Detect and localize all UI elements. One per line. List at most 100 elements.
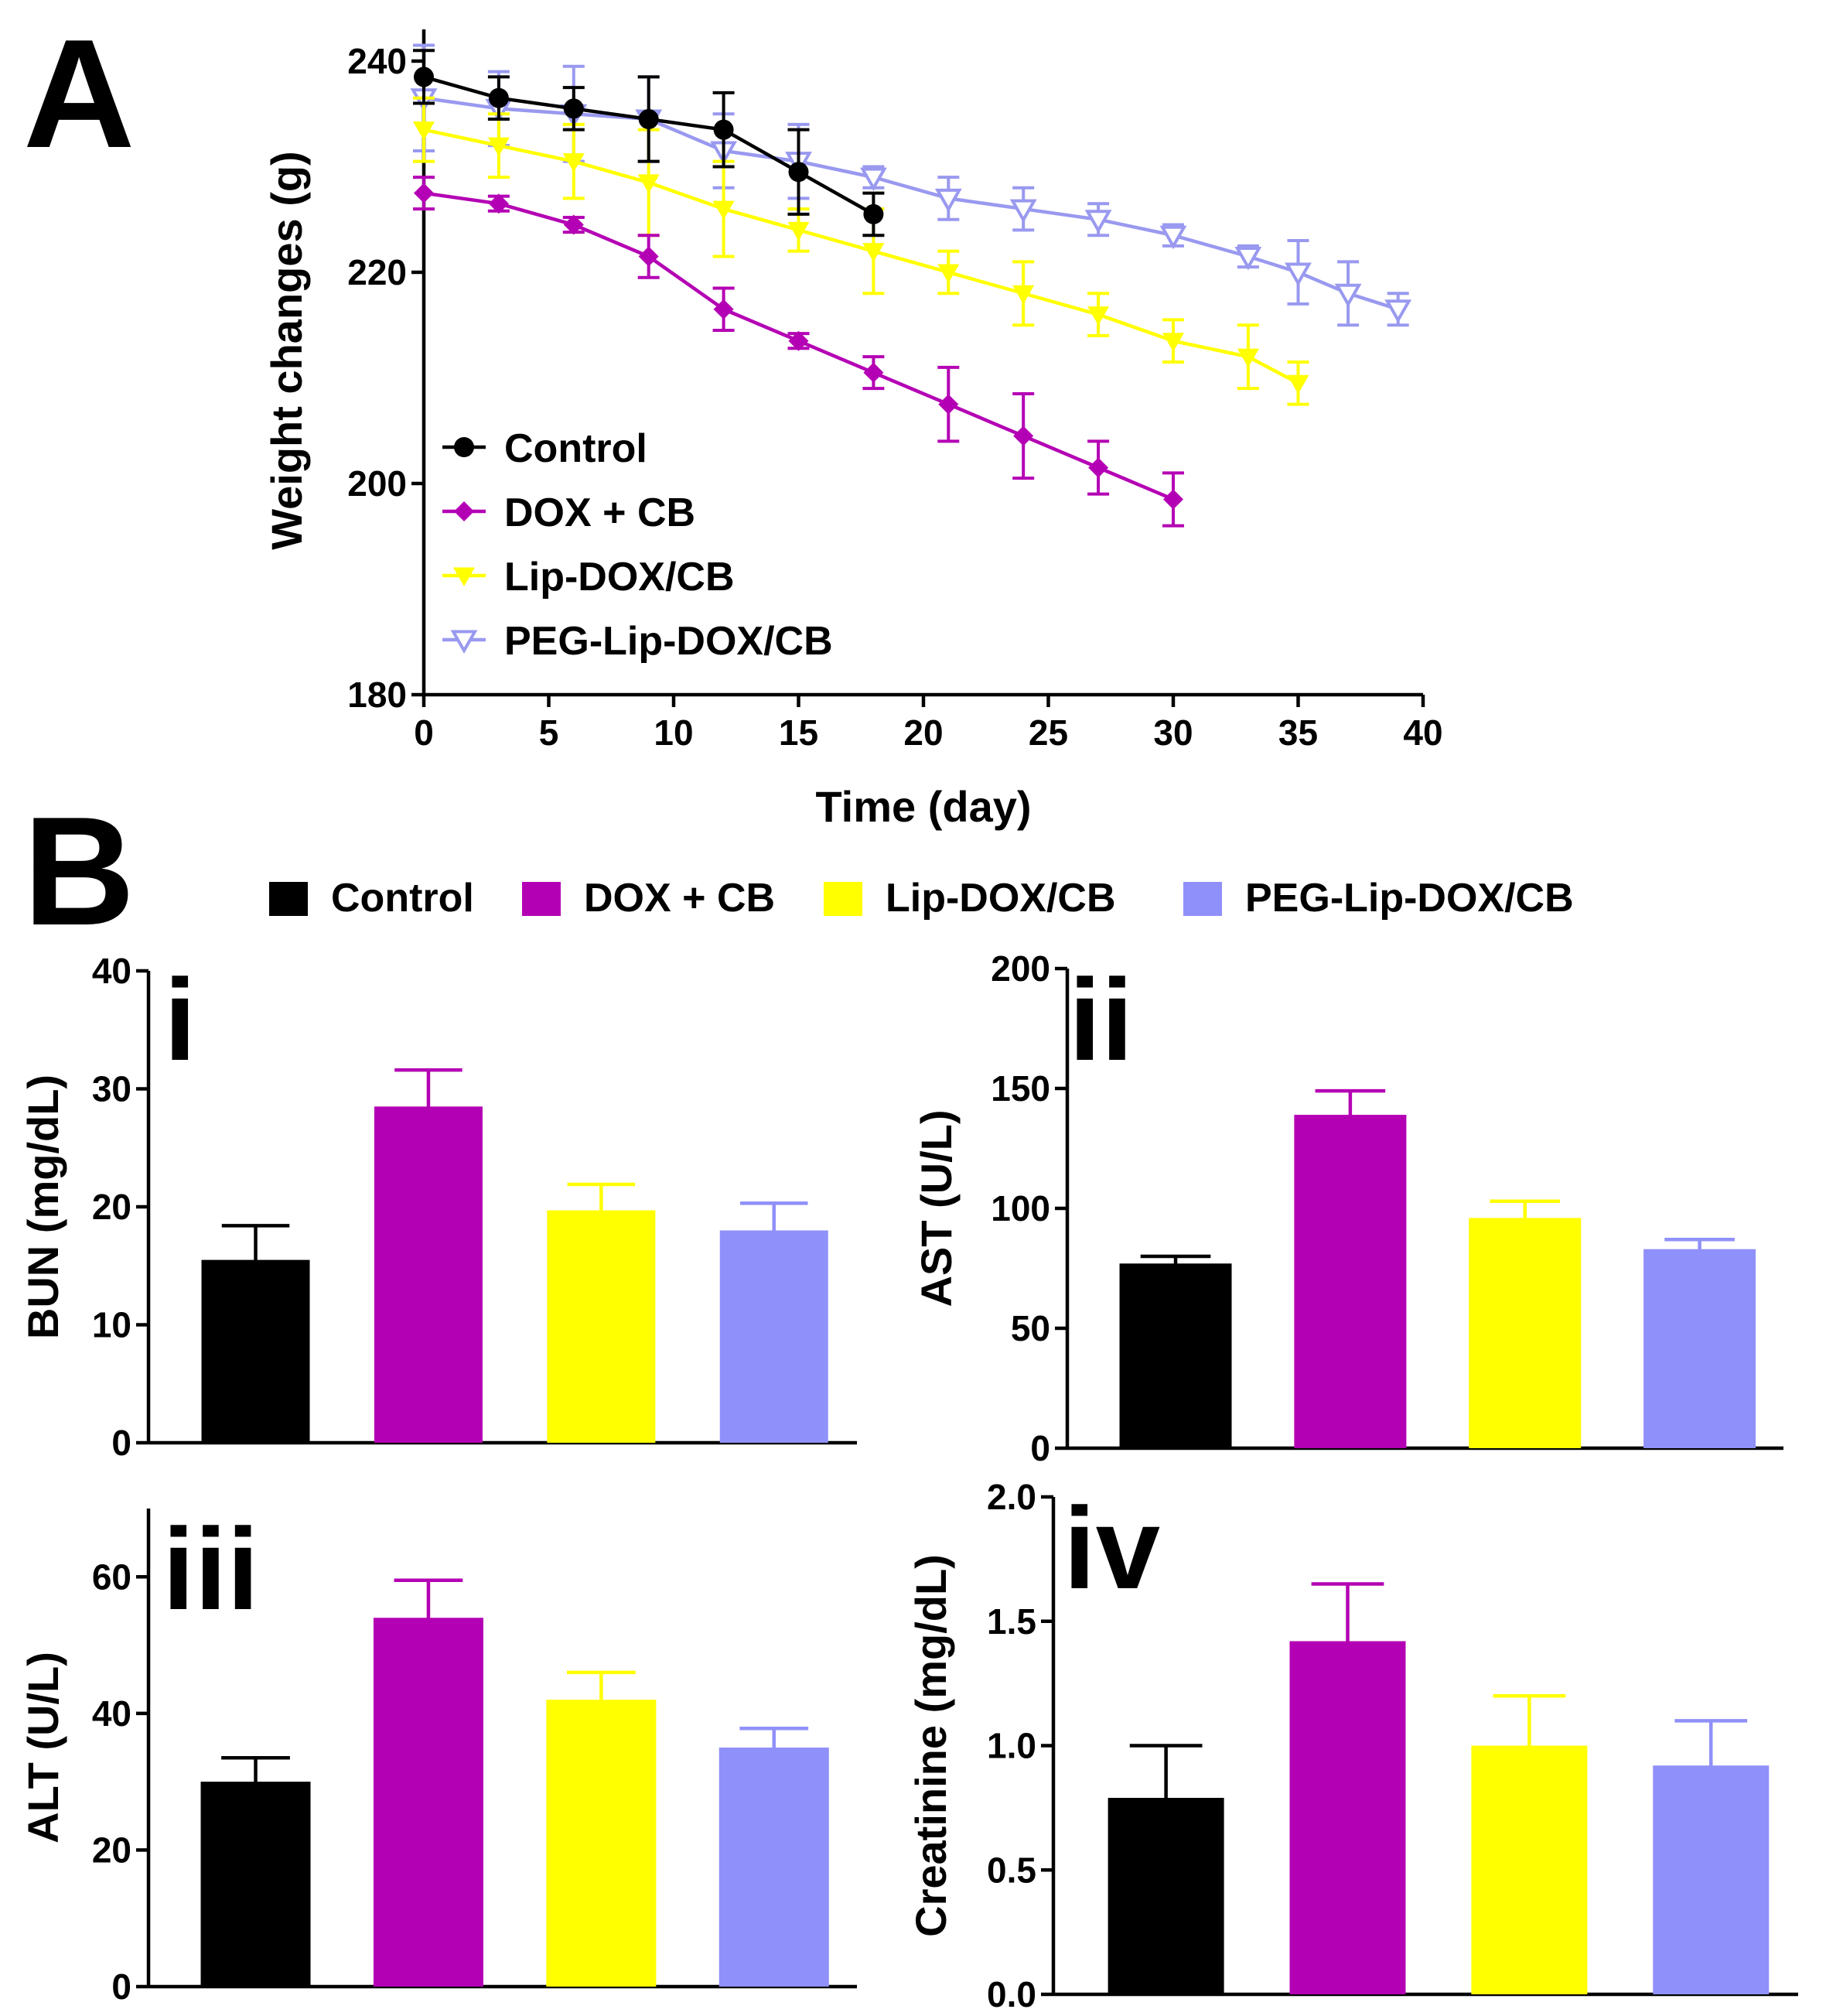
legend-label: Control: [504, 426, 647, 471]
y-tick-label: 0: [111, 1966, 131, 2007]
y-axis-title: BUN (mg/dL): [19, 1075, 67, 1339]
bar-group-dox-cb: [374, 1068, 483, 1443]
y-tick-label: 240: [347, 41, 407, 81]
y-tick-label: 1.5: [987, 1601, 1036, 1642]
x-tick-label: 0: [414, 712, 434, 753]
y-tick-label: 100: [991, 1188, 1050, 1228]
bar: [719, 1230, 828, 1443]
x-tick-label: 20: [903, 712, 943, 753]
bar: [1294, 1115, 1407, 1448]
y-tick-label: 60: [92, 1556, 131, 1597]
data-point: [1234, 246, 1262, 271]
legend-item-peg-lip-dox-cb: PEG-Lip-DOX/CB: [442, 619, 833, 664]
legend-swatch: [522, 882, 561, 916]
bar-group-control: [1119, 1254, 1232, 1448]
legend-item-peg-lip-dox-cb: PEG-Lip-DOX/CB: [1183, 876, 1574, 921]
bar-chart-bun-mg-dl: 0 10 20 30 40 BUN (mg/dL) i: [19, 951, 857, 1463]
y-tick-label: 150: [991, 1068, 1050, 1109]
bar: [547, 1210, 656, 1443]
y-tick-label: 1.0: [987, 1726, 1036, 1766]
legend-marker: [450, 630, 478, 654]
legend-item-dox-cb: DOX + CB: [522, 876, 775, 921]
y-tick-label: 10: [92, 1305, 131, 1345]
legend-item-control: Control: [442, 426, 647, 471]
y-tick-label: 180: [347, 675, 407, 715]
bar-group-peg-lip-dox-cb: [1653, 1719, 1770, 1994]
bar: [201, 1259, 310, 1443]
data-point: [713, 299, 734, 319]
legend-item-control: Control: [269, 876, 474, 921]
legend-marker: [454, 501, 474, 521]
subpanel-label: i: [164, 955, 196, 1085]
legend-item-dox-cb: DOX + CB: [442, 490, 695, 535]
bar-group-control: [200, 1755, 311, 1987]
data-point: [787, 221, 810, 241]
x-tick-label: 15: [779, 712, 818, 753]
data-point: [1159, 225, 1187, 250]
legend-label: PEG-Lip-DOX/CB: [504, 619, 833, 664]
data-point: [563, 214, 584, 235]
bar-legend: Control DOX + CB Lip-DOX/CB PEG-Lip-DOX/CB: [269, 876, 1574, 921]
line-legend: Control DOX + CB Lip-DOX/CB PEG-Lip-DOX/CB: [442, 426, 833, 664]
subpanel-label: iii: [162, 1504, 259, 1634]
y-tick-label: 20: [92, 1187, 131, 1227]
data-point: [487, 137, 510, 157]
bar-group-peg-lip-dox-cb: [718, 1727, 829, 1987]
data-point: [1237, 348, 1259, 368]
bar-chart-alt-u-l: 0 20 40 60 ALT (U/L) iii: [19, 1504, 857, 2007]
data-point: [934, 188, 962, 213]
data-point: [863, 203, 884, 224]
legend-item-lip-dox-cb: Lip-DOX/CB: [442, 555, 735, 600]
series-peg-lip-dox-cb: [410, 43, 1412, 327]
bar: [718, 1748, 829, 1987]
bar-chart-ast-u-l: 0 50 100 150 200 AST (U/L) ii: [912, 948, 1783, 1468]
x-axis-title: Time (day): [815, 782, 1031, 831]
data-point: [1009, 199, 1037, 224]
series-lip-dox-cb: [413, 96, 1309, 406]
data-point: [563, 98, 584, 119]
data-point: [863, 362, 884, 383]
legend-swatch: [1183, 882, 1222, 916]
data-point: [1334, 283, 1362, 308]
bar-group-control: [1108, 1744, 1224, 1994]
data-point: [712, 200, 735, 220]
data-point: [1163, 489, 1183, 510]
y-tick-label: 40: [92, 1693, 131, 1734]
legend-label: DOX + CB: [504, 490, 695, 535]
x-tick-label: 25: [1029, 712, 1068, 753]
data-point: [1287, 374, 1309, 395]
bar-group-dox-cb: [1289, 1582, 1406, 1994]
bar: [546, 1700, 657, 1987]
data-point: [859, 167, 887, 192]
data-point: [1384, 299, 1412, 323]
series-dox-cb: [413, 176, 1184, 528]
data-point: [713, 119, 734, 140]
y-axis-title: AST (U/L): [912, 1109, 961, 1307]
y-tick-label: 0.0: [987, 1974, 1036, 2014]
subpanel-label: iv: [1063, 1483, 1160, 1613]
bar-group-peg-lip-dox-cb: [719, 1201, 828, 1443]
bar-chart-creatinine-mg-dl: 0.0 0.5 1.0 1.5 2.0 Creatinine (mg/dL) iv: [906, 1477, 1798, 2014]
data-point: [1285, 262, 1312, 286]
y-tick-label: 0.5: [987, 1850, 1036, 1890]
y-tick-label: 40: [92, 951, 131, 991]
data-point: [488, 193, 509, 214]
data-point: [937, 264, 960, 283]
x-tick-label: 40: [1403, 712, 1442, 753]
x-tick-label: 5: [539, 712, 559, 753]
y-tick-label: 30: [92, 1069, 131, 1109]
y-tick-label: 200: [991, 948, 1050, 989]
bar: [1653, 1765, 1770, 1994]
legend-label: PEG-Lip-DOX/CB: [1245, 876, 1574, 921]
y-tick-label: 0: [1030, 1428, 1050, 1468]
legend-swatch: [824, 882, 862, 916]
data-point: [1087, 306, 1110, 326]
data-point: [788, 330, 809, 351]
bar-group-control: [201, 1224, 310, 1443]
bar: [373, 1618, 483, 1987]
bar: [1471, 1745, 1588, 1994]
legend-marker: [453, 567, 475, 586]
y-tick-label: 20: [92, 1830, 131, 1870]
